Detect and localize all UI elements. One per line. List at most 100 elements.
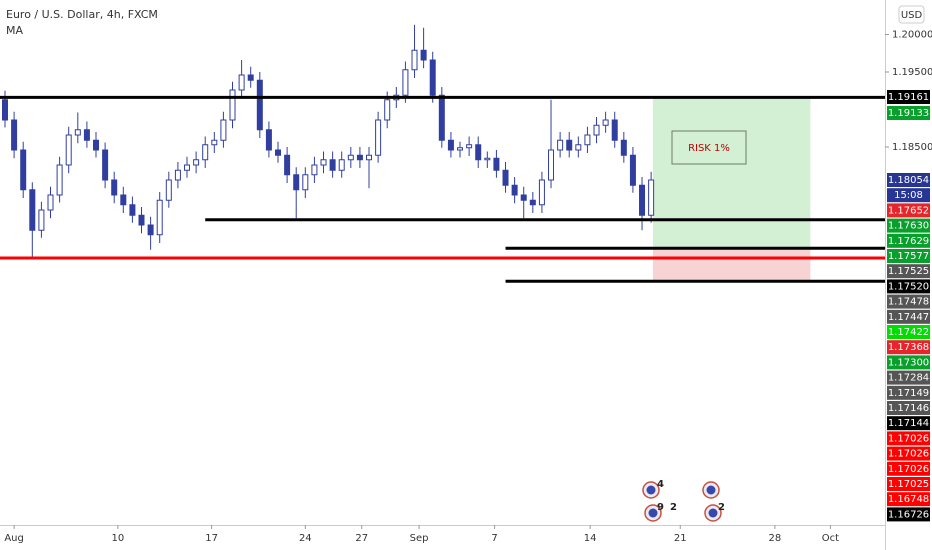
price-tag-label: 1.17447 [888, 312, 929, 323]
price-tag [887, 106, 930, 120]
candle-body [102, 149, 109, 181]
price-tag-label: 1.17146 [888, 403, 929, 414]
event-flag [648, 508, 658, 518]
candle-body [593, 124, 600, 136]
price-tag-label: 1.16748 [888, 494, 929, 505]
y-tick-label: 1.19500 [892, 67, 932, 78]
candle-body [338, 159, 345, 171]
price-tag-label: 1.19133 [888, 108, 929, 119]
price-tag [887, 309, 930, 324]
event-count: 2 [670, 502, 677, 513]
price-tag [887, 188, 930, 203]
price-tag [887, 294, 930, 309]
candle-body [529, 199, 536, 206]
candle-body [511, 184, 518, 196]
x-tick-label: 24 [299, 533, 312, 544]
candle-body [111, 179, 118, 196]
price-tag-label: 1.17300 [888, 357, 929, 368]
candle-body [411, 49, 418, 71]
candle-body [356, 154, 363, 161]
candle-body [320, 159, 327, 166]
price-tag-label: 1.17478 [888, 297, 929, 308]
candle-body [256, 79, 263, 131]
price-tag-label: 1.16726 [888, 509, 929, 520]
candle-body [38, 209, 45, 231]
candle-body [147, 224, 154, 236]
risk-label: RISK 1% [688, 143, 730, 154]
price-tag [887, 401, 930, 415]
symbol: Euro / U.S. Dollar, 4h, FXCM [6, 8, 158, 21]
candle-body [193, 159, 200, 166]
price-tag-label: 1.17422 [888, 327, 929, 338]
price-tag-label: 1.17144 [888, 418, 929, 429]
price-tag [887, 218, 930, 233]
price-tag-label: 1.17525 [888, 266, 929, 277]
price-tag [887, 385, 930, 400]
price-tag-label: 1.17026 [888, 464, 929, 475]
candle-body [202, 144, 209, 161]
loss-zone [652, 248, 811, 282]
candle-body [265, 129, 272, 151]
candle-body [648, 179, 655, 216]
price-tag [887, 477, 930, 491]
candle-body [484, 157, 491, 161]
x-tick-label: 14 [584, 533, 597, 544]
x-tick-label: 21 [674, 533, 687, 544]
candle-body [347, 154, 354, 161]
x-tick-label: Aug [4, 533, 24, 544]
price-tag [887, 279, 930, 294]
price-tag [887, 370, 930, 385]
x-tick-label: 10 [111, 533, 124, 544]
candle-body [220, 119, 227, 141]
candle-body [557, 139, 564, 151]
indicator: MA [6, 24, 23, 37]
candle-body [65, 134, 72, 166]
candle-body [329, 159, 336, 171]
candle-body [475, 144, 482, 161]
event-flag [646, 485, 656, 495]
candle-body [293, 174, 300, 191]
candle-body [211, 139, 218, 146]
price-tag-label: 1.17026 [888, 433, 929, 444]
candle-body [575, 144, 582, 151]
event-count: 4 [657, 479, 664, 490]
price-tag-label: 15:08 [894, 190, 923, 201]
price-tag [887, 461, 930, 476]
candle-body [47, 194, 54, 211]
price-tag-label: 1.17577 [888, 251, 929, 262]
candle-body [129, 204, 136, 216]
candle-body [429, 59, 436, 96]
risk-label-box [671, 130, 747, 165]
price-tag-label: 1.17520 [888, 281, 929, 292]
candle-body [520, 194, 527, 201]
currency[interactable]: USD [901, 10, 923, 21]
profit-zone [652, 97, 811, 249]
price-tag [887, 264, 930, 279]
price-tag [887, 507, 930, 522]
candle-body [566, 139, 573, 151]
event-flag [708, 508, 718, 518]
x-tick-label: 7 [491, 533, 497, 544]
price-tag-label: 1.18054 [888, 175, 929, 186]
candle-body [538, 179, 545, 206]
candle-body [156, 199, 163, 236]
price-tag [887, 233, 930, 248]
candle-body [83, 129, 90, 141]
candle-body [620, 139, 627, 156]
x-tick-label: 17 [205, 533, 218, 544]
event-count: 9 [657, 502, 664, 513]
price-tag-label: 1.17149 [888, 388, 929, 399]
x-tick-label: 28 [769, 533, 782, 544]
candle-body [2, 99, 9, 121]
candle-body [138, 214, 145, 226]
x-tick-label: Sep [410, 533, 429, 544]
candle-body [629, 154, 636, 186]
candle-body [548, 149, 555, 181]
candle-body [639, 184, 646, 216]
candle-body [56, 164, 63, 196]
price-tag-label: 1.17025 [888, 479, 929, 490]
x-tick-label: 27 [355, 533, 368, 544]
x-tick-label: Oct [822, 533, 839, 544]
currency-button[interactable] [898, 5, 925, 24]
